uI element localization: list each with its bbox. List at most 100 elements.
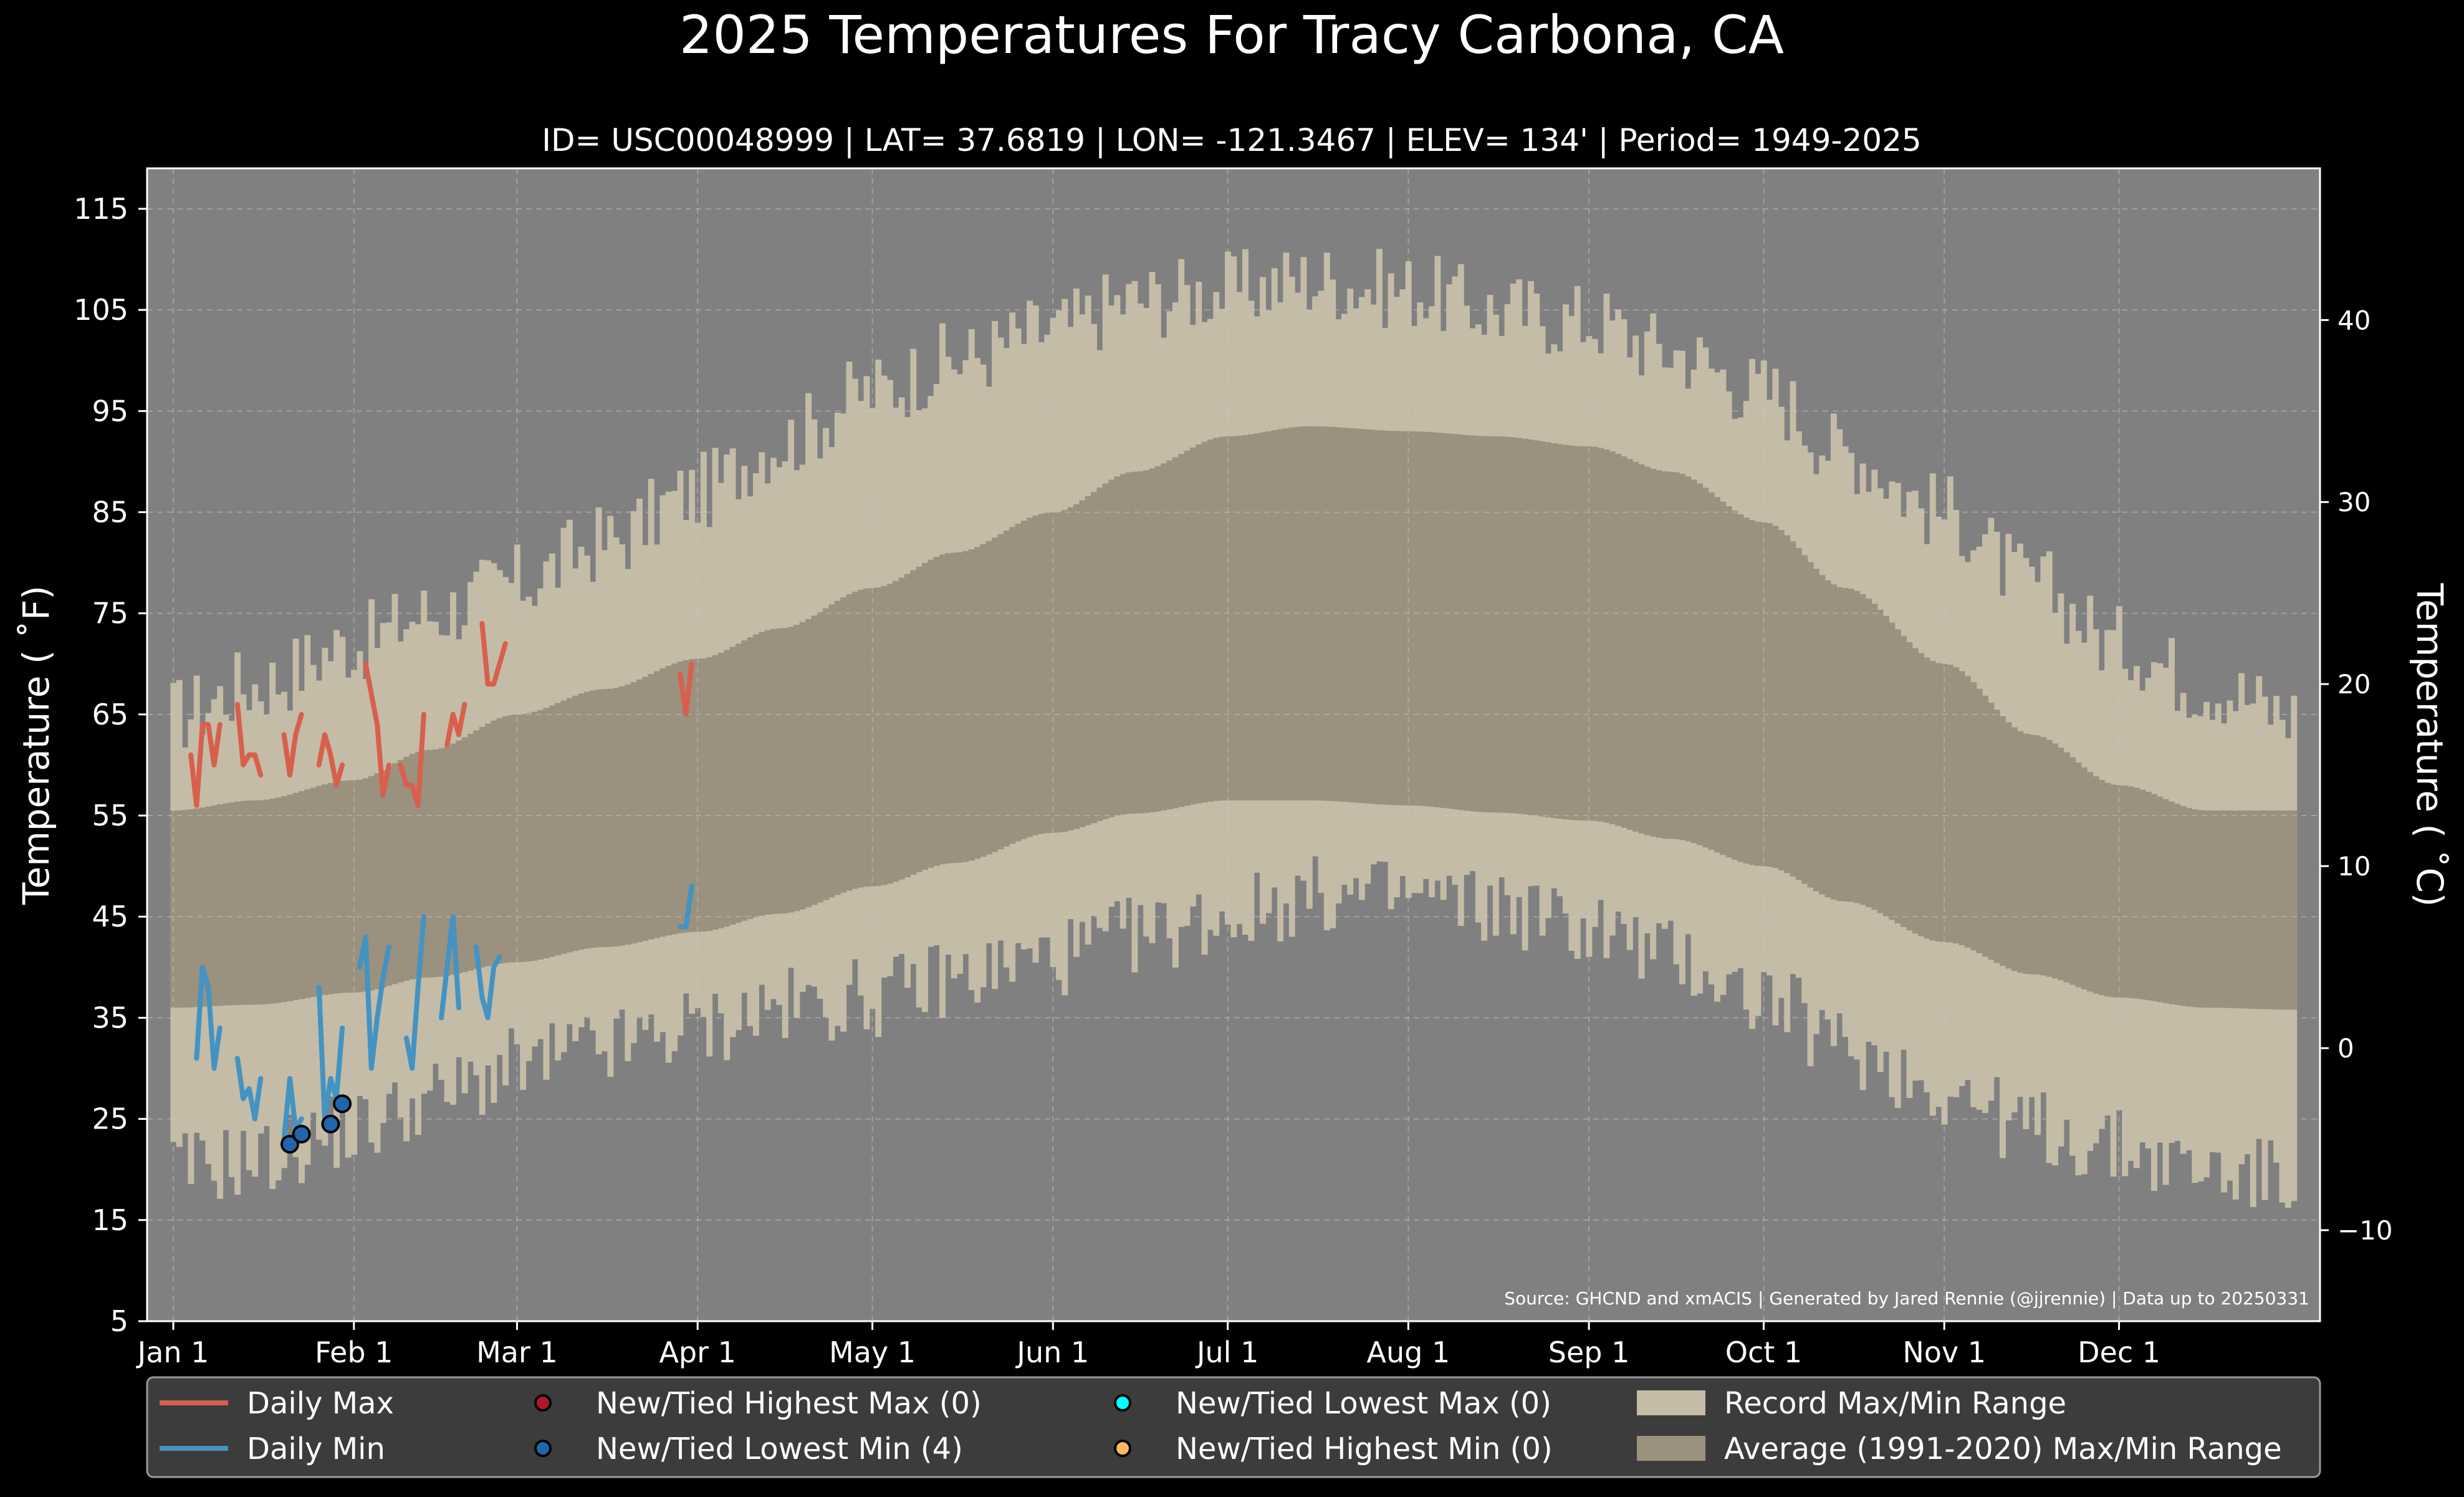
average-range-bar: [1958, 671, 1965, 946]
average-range-bar: [893, 580, 899, 882]
average-range-bar: [1626, 459, 1633, 830]
average-range-bar: [1696, 483, 1703, 845]
average-range-bar: [421, 750, 428, 978]
legend-item: New/Tied Highest Max (0): [534, 1386, 982, 1421]
average-range-bar: [1498, 436, 1505, 813]
average-range-bar: [1009, 527, 1016, 844]
average-range-bar: [1388, 431, 1394, 806]
average-range-bar: [904, 574, 911, 877]
average-range-bar: [945, 553, 952, 864]
average-range-bar: [257, 800, 264, 1005]
average-range-bar: [863, 588, 870, 887]
average-range-bar: [1429, 432, 1436, 807]
average-range-bar: [2238, 810, 2245, 1009]
average-range-bar: [2081, 767, 2088, 989]
average-range-bar: [683, 660, 689, 933]
x-tick-label: Mar 1: [476, 1336, 558, 1369]
average-range-bar: [1970, 682, 1977, 951]
average-range-bar: [1556, 444, 1563, 819]
average-range-bar: [1760, 522, 1767, 867]
average-range-bar: [2261, 810, 2268, 1009]
average-range-bar: [2197, 810, 2204, 1008]
average-range-bar: [1335, 427, 1342, 802]
average-range-bar: [2291, 810, 2298, 1010]
source-note: Source: GHCND and xmACIS | Generated by …: [1504, 1288, 2309, 1309]
average-range-bar: [840, 597, 847, 893]
average-range-bar: [193, 808, 200, 1008]
average-range-bar: [2244, 810, 2251, 1009]
legend-label: Average (1991-2020) Max/Min Range: [1724, 1432, 2282, 1466]
average-range-bar: [182, 810, 189, 1008]
x-tick-label: Oct 1: [1725, 1336, 1802, 1369]
average-range-bar: [205, 806, 212, 1007]
average-range-bar: [525, 713, 532, 962]
average-range-bar: [1364, 429, 1371, 804]
legend-label: New/Tied Highest Min (0): [1176, 1432, 1553, 1466]
x-tick-label: Dec 1: [2078, 1336, 2160, 1369]
plot-frame: [146, 167, 2321, 1322]
average-range-bar: [1644, 466, 1651, 835]
average-range-bar: [2209, 810, 2216, 1008]
average-range-bar: [2203, 810, 2210, 1008]
x-tick-label: Nov 1: [1902, 1336, 1986, 1369]
record-points: [280, 1094, 352, 1154]
average-range-bar: [957, 552, 964, 863]
average-range-bar: [467, 734, 474, 971]
average-range-bar: [1271, 430, 1278, 801]
average-range-bar: [2250, 810, 2256, 1009]
average-range-bar: [1201, 441, 1208, 803]
average-range-bar: [712, 655, 719, 930]
average-range-bar: [2069, 757, 2076, 985]
average-range-bar: [1819, 575, 1826, 895]
average-range-bar: [1563, 445, 1569, 820]
x-tick-label: Jun 1: [1015, 1336, 1089, 1369]
average-range-bar: [1102, 483, 1109, 819]
average-range-bar: [1475, 435, 1482, 812]
average-range-bar: [1661, 471, 1668, 839]
average-range-bar: [514, 714, 520, 963]
x-tick-label: Jul 1: [1195, 1336, 1258, 1369]
average-range-bar: [2145, 791, 2152, 1001]
average-range-bar: [729, 647, 736, 925]
average-range-bar: [252, 800, 259, 1005]
average-range-bar: [1871, 604, 1878, 910]
average-range-bar: [2133, 787, 2140, 999]
legend-marker-swatch: [534, 1440, 552, 1457]
average-range-bar: [1295, 426, 1302, 801]
average-range-bar: [269, 799, 276, 1004]
average-range-bar: [1737, 514, 1744, 862]
average-range-bar: [543, 708, 550, 958]
average-range-bar: [590, 690, 597, 948]
average-range-bar: [980, 544, 987, 857]
average-range-bar: [886, 584, 893, 884]
average-range-bar: [916, 566, 923, 872]
average-range-bar: [1044, 513, 1051, 834]
legend-item: Average (1991-2020) Max/Min Range: [1637, 1432, 2282, 1466]
average-range-bar: [1422, 431, 1429, 806]
average-range-bar: [1877, 609, 1884, 913]
average-range-bar: [578, 693, 585, 950]
y-right-tick-label: 10: [2337, 851, 2371, 882]
average-range-bar: [1901, 635, 1907, 927]
average-range-bar: [449, 743, 456, 975]
average-range-bar: [491, 720, 497, 965]
average-range-bar: [2122, 785, 2129, 998]
average-range-bar: [1947, 665, 1953, 943]
average-range-bar: [217, 804, 224, 1006]
average-range-bar: [1615, 453, 1622, 826]
average-range-bar: [1131, 471, 1138, 814]
average-range-bar: [811, 615, 818, 905]
y-tick-label: 115: [74, 192, 128, 226]
average-range-bar: [496, 718, 503, 964]
average-range-bar: [1137, 471, 1144, 814]
average-range-bar: [1178, 454, 1185, 807]
average-range-bar: [659, 668, 666, 937]
daily-max-line: [398, 711, 426, 808]
average-range-bar: [1073, 504, 1080, 829]
y-tick-label: 55: [92, 799, 128, 832]
legend-item: New/Tied Lowest Min (4): [534, 1432, 963, 1466]
average-range-bar: [280, 796, 287, 1003]
average-range-bar: [1650, 468, 1657, 837]
legend-label: Record Max/Min Range: [1724, 1386, 2066, 1421]
